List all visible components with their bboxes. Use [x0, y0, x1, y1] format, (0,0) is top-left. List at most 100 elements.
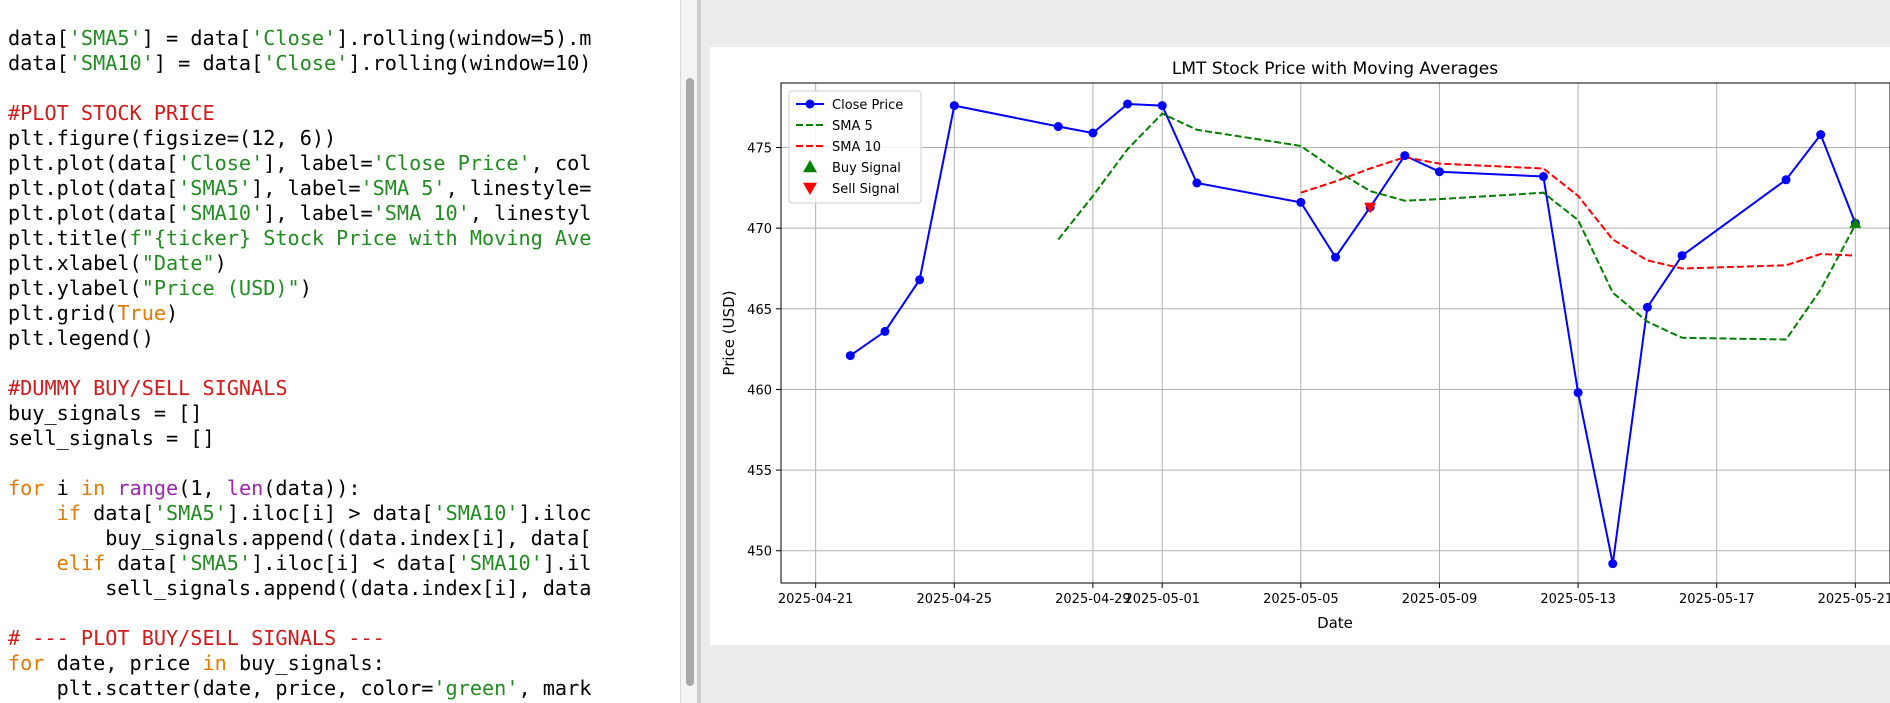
stock-chart: 2025-04-21 2025-04-25 2025-04-292025-05-01…	[710, 47, 1890, 645]
code-token: f"{ticker} Stock Price with Moving Ave	[129, 226, 592, 250]
code-token: ].rolling(window=10)	[348, 51, 592, 75]
code-line[interactable]: #PLOT STOCK PRICE	[8, 101, 591, 126]
close-price-point	[1608, 559, 1618, 569]
scrollbar-thumb[interactable]	[686, 78, 694, 686]
code-token: 'SMA 10'	[372, 201, 470, 225]
code-line[interactable]: #DUMMY BUY/SELL SIGNALS	[8, 376, 591, 401]
code-line[interactable]: plt.title(f"{ticker} Stock Price with Mo…	[8, 226, 591, 251]
code-token: 'SMA 5'	[360, 176, 446, 200]
code-token: ].iloc[i] < data[	[251, 551, 458, 575]
x-tick-label: 2025-05-17	[1679, 592, 1755, 607]
code-token: , linestyl	[469, 201, 592, 225]
code-line[interactable]: buy_signals.append((data.index[i], data[	[8, 526, 591, 551]
close-price-point	[1642, 302, 1652, 312]
x-tick-label: 2025-04-25	[917, 592, 993, 607]
pane-divider[interactable]	[697, 0, 701, 703]
code-token: plt.legend()	[8, 326, 154, 350]
code-line[interactable]: plt.plot(data['SMA5'], label='SMA 5', li…	[8, 176, 591, 201]
code-token: ] = data[	[153, 51, 264, 75]
x-tick-label: 2025-05-21	[1818, 592, 1890, 607]
close-price-point	[880, 326, 890, 336]
code-token: 'Close'	[251, 26, 337, 50]
series-line-2	[1300, 156, 1856, 270]
code-text[interactable]: data['SMA5'] = data['Close'].rolling(win…	[8, 26, 591, 701]
legend-label: Close Price	[832, 98, 903, 113]
code-token: plt.plot(data[	[8, 176, 179, 200]
code-token: for	[8, 651, 45, 675]
code-line[interactable]: plt.figure(figsize=(12, 6))	[8, 126, 591, 151]
code-line[interactable]: for i in range(1, len(data)):	[8, 476, 591, 501]
code-line[interactable]	[8, 601, 591, 626]
code-line[interactable]: sell_signals = []	[8, 426, 591, 451]
close-price-point	[845, 351, 855, 361]
legend-label: SMA 5	[832, 119, 873, 134]
code-token	[105, 476, 117, 500]
close-price-point	[1573, 388, 1583, 398]
y-tick-label: 465	[747, 303, 772, 318]
code-token: ].il	[542, 551, 592, 575]
code-token: )	[166, 301, 179, 325]
code-line[interactable]	[8, 351, 591, 376]
code-token: plt.plot(data[	[8, 151, 179, 175]
code-line[interactable]	[8, 451, 591, 476]
code-token: 'Close'	[178, 151, 264, 175]
close-price-point	[1123, 99, 1133, 109]
x-tick-label: 2025-04-21	[778, 592, 854, 607]
code-line[interactable]: data['SMA5'] = data['Close'].rolling(win…	[8, 26, 591, 51]
close-price-point	[949, 101, 959, 111]
code-token: plt.grid(	[8, 301, 118, 325]
series-lines	[849, 102, 1857, 564]
plot-figure: 2025-04-21 2025-04-25 2025-04-29 2025-05-01…	[710, 47, 1890, 645]
axes: 2025-04-21 2025-04-25 2025-04-292025-05-01…	[747, 142, 1890, 607]
code-line[interactable]: plt.xlabel("Date")	[8, 251, 591, 276]
code-token: buy_signals.append((data.index[i], data[	[8, 526, 592, 550]
close-price-point	[1400, 151, 1410, 161]
code-line[interactable]: # --- PLOT BUY/SELL SIGNALS ---	[8, 626, 591, 651]
code-token: , linestyle=	[445, 176, 592, 200]
code-token: "Date"	[141, 251, 215, 275]
code-line[interactable]: sell_signals.append((data.index[i], data	[8, 576, 591, 601]
code-token: 'SMA10'	[457, 551, 543, 575]
x-tick-label: 2025-05-13	[1540, 592, 1616, 607]
code-line[interactable]: plt.scatter(date, price, color='green', …	[8, 676, 592, 701]
x-axis-label: Date	[1317, 614, 1353, 632]
x-tick-label: 2025-05-09	[1402, 592, 1478, 607]
close-price-point	[1088, 128, 1098, 138]
code-token: (1,	[178, 476, 227, 500]
code-token: data[	[8, 51, 69, 75]
code-token: sell_signals = []	[8, 426, 215, 450]
code-token: (data)):	[263, 476, 361, 500]
code-line[interactable]: elif data['SMA5'].iloc[i] < data['SMA10'…	[8, 551, 592, 576]
code-token: buy_signals = []	[8, 401, 203, 425]
code-token: #PLOT STOCK PRICE	[8, 101, 215, 125]
code-line[interactable]: plt.ylabel("Price (USD)")	[8, 276, 591, 301]
code-token: buy_signals:	[226, 651, 385, 675]
code-line[interactable]: data['SMA10'] = data['Close'].rolling(wi…	[8, 51, 591, 76]
code-line[interactable]: plt.plot(data['SMA10'], label='SMA 10', …	[8, 201, 591, 226]
close-price-point	[1816, 130, 1826, 140]
code-line[interactable]	[8, 76, 591, 101]
code-token: True	[117, 301, 167, 325]
close-price-point	[1296, 197, 1306, 207]
code-line[interactable]: if data['SMA5'].iloc[i] > data['SMA10'].…	[8, 501, 592, 526]
y-tick-label: 450	[747, 545, 772, 560]
code-line[interactable]: for date, price in buy_signals:	[8, 651, 591, 676]
x-tick-label: 2025-05-01	[1124, 592, 1200, 607]
code-line[interactable]: plt.plot(data['Close'], label='Close Pri…	[8, 151, 591, 176]
code-token: plt.scatter(date, price, color=	[8, 676, 434, 700]
close-price-point	[1157, 101, 1167, 111]
code-line[interactable]: buy_signals = []	[8, 401, 591, 426]
chart-title: LMT Stock Price with Moving Averages	[1172, 59, 1498, 79]
x-tick-label: 2025-04-29	[1055, 592, 1131, 607]
editor-scrollbar[interactable]	[680, 0, 698, 703]
code-token: i	[44, 476, 81, 500]
close-price-point	[915, 275, 925, 285]
close-price-point	[1331, 252, 1340, 262]
code-line[interactable]: plt.legend()	[8, 326, 591, 351]
code-token: sell_signals.append((data.index[i], data	[8, 576, 592, 600]
code-token: range	[117, 476, 179, 500]
series-line-0	[849, 102, 1857, 564]
code-editor[interactable]: data['SMA5'] = data['Close'].rolling(win…	[0, 0, 680, 703]
code-token: 'SMA5'	[68, 26, 142, 50]
code-line[interactable]: plt.grid(True)	[8, 301, 591, 326]
